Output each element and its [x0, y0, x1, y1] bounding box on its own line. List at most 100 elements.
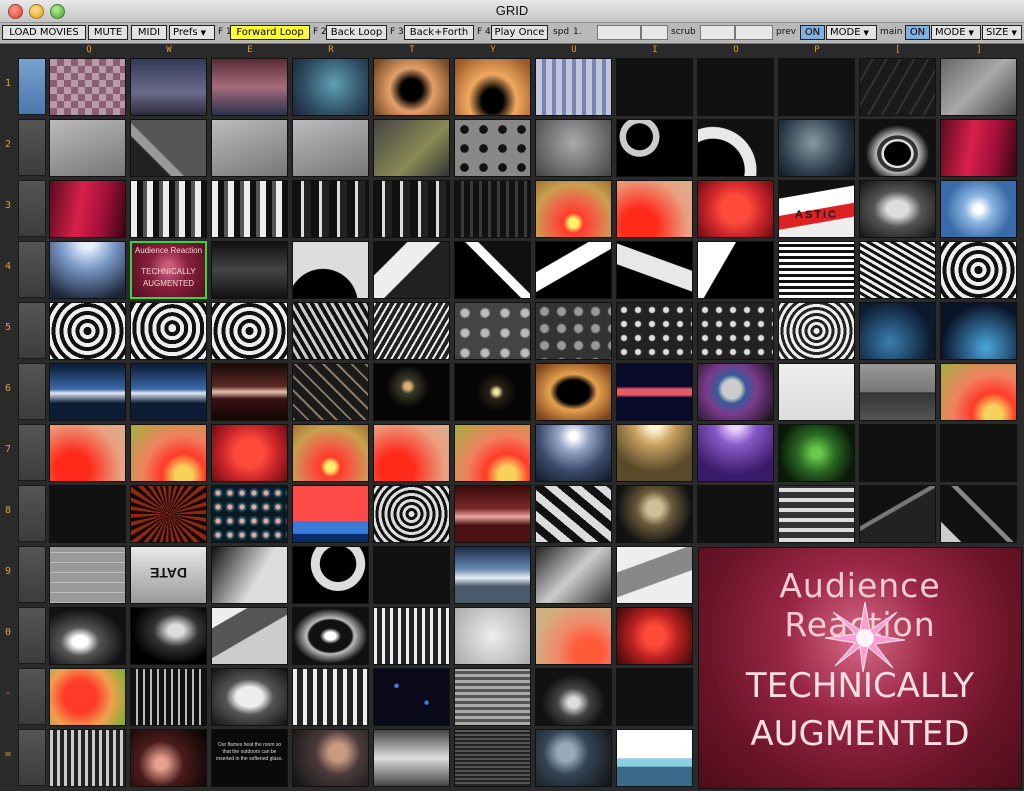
movie-thumbnail[interactable]	[535, 302, 612, 360]
movie-thumbnail[interactable]	[697, 485, 774, 543]
movie-thumbnail[interactable]	[130, 424, 207, 482]
movie-thumbnail[interactable]	[859, 241, 936, 299]
movie-thumbnail[interactable]	[211, 302, 288, 360]
row-select-button[interactable]	[18, 424, 46, 481]
movie-thumbnail[interactable]	[211, 58, 288, 116]
movie-thumbnail[interactable]	[211, 546, 288, 604]
row-select-button[interactable]	[18, 607, 46, 664]
movie-thumbnail[interactable]	[535, 424, 612, 482]
back-loop-button[interactable]: Back Loop	[326, 25, 387, 40]
movie-thumbnail[interactable]	[211, 607, 288, 665]
movie-thumbnail[interactable]	[373, 302, 450, 360]
movie-thumbnail[interactable]	[49, 607, 126, 665]
movie-thumbnail[interactable]	[454, 363, 531, 421]
movie-thumbnail[interactable]	[616, 729, 693, 787]
movie-thumbnail[interactable]	[49, 668, 126, 726]
movie-thumbnail[interactable]: Audience Reaction TECHNICALLY AUGMENTED	[130, 241, 207, 299]
mute-button[interactable]: MUTE	[88, 25, 128, 40]
movie-thumbnail[interactable]	[211, 180, 288, 238]
movie-thumbnail[interactable]	[373, 485, 450, 543]
movie-thumbnail[interactable]	[211, 485, 288, 543]
movie-thumbnail[interactable]	[130, 302, 207, 360]
movie-thumbnail[interactable]	[373, 607, 450, 665]
movie-thumbnail[interactable]	[535, 180, 612, 238]
play-once-button[interactable]: Play Once	[491, 25, 548, 40]
movie-thumbnail[interactable]	[778, 119, 855, 177]
movie-thumbnail[interactable]	[616, 302, 693, 360]
movie-thumbnail[interactable]	[292, 302, 369, 360]
movie-thumbnail[interactable]	[616, 424, 693, 482]
movie-thumbnail[interactable]	[940, 302, 1017, 360]
movie-thumbnail[interactable]	[211, 241, 288, 299]
movie-thumbnail[interactable]	[49, 729, 126, 787]
movie-thumbnail[interactable]	[292, 546, 369, 604]
main-mode-dropdown[interactable]: MODE ▼	[931, 25, 981, 40]
movie-thumbnail[interactable]: DATE	[130, 546, 207, 604]
movie-thumbnail[interactable]	[130, 119, 207, 177]
movie-thumbnail[interactable]	[292, 241, 369, 299]
movie-thumbnail[interactable]	[454, 607, 531, 665]
movie-thumbnail[interactable]	[778, 424, 855, 482]
movie-thumbnail[interactable]	[859, 424, 936, 482]
movie-thumbnail[interactable]	[130, 729, 207, 787]
row-select-button[interactable]	[18, 302, 46, 359]
movie-thumbnail[interactable]	[859, 363, 936, 421]
midi-button[interactable]: MIDI	[131, 25, 167, 40]
movie-thumbnail[interactable]	[292, 424, 369, 482]
movie-thumbnail[interactable]	[616, 119, 693, 177]
movie-thumbnail[interactable]	[697, 241, 774, 299]
movie-thumbnail[interactable]	[940, 363, 1017, 421]
movie-thumbnail[interactable]	[49, 180, 126, 238]
movie-thumbnail[interactable]	[49, 485, 126, 543]
movie-thumbnail[interactable]	[697, 119, 774, 177]
movie-thumbnail[interactable]	[454, 119, 531, 177]
size-dropdown[interactable]: SIZE ▼	[982, 25, 1022, 40]
movie-thumbnail[interactable]	[454, 485, 531, 543]
movie-thumbnail[interactable]	[616, 607, 693, 665]
back-forth-button[interactable]: Back+Forth	[404, 25, 474, 40]
movie-thumbnail[interactable]	[130, 607, 207, 665]
movie-thumbnail[interactable]	[940, 119, 1017, 177]
scrub-field-start[interactable]	[597, 25, 641, 40]
movie-thumbnail[interactable]	[454, 302, 531, 360]
movie-thumbnail[interactable]	[292, 485, 369, 543]
movie-thumbnail[interactable]	[130, 180, 207, 238]
movie-thumbnail[interactable]	[49, 58, 126, 116]
row-select-button[interactable]	[18, 363, 46, 420]
movie-thumbnail[interactable]	[49, 119, 126, 177]
movie-thumbnail[interactable]	[292, 607, 369, 665]
movie-thumbnail[interactable]	[859, 485, 936, 543]
row-select-button[interactable]	[18, 546, 46, 603]
movie-thumbnail[interactable]	[616, 668, 693, 726]
movie-thumbnail[interactable]	[535, 546, 612, 604]
scrub-slider-start[interactable]	[700, 25, 735, 40]
row-select-button[interactable]	[18, 241, 46, 298]
movie-thumbnail[interactable]	[616, 485, 693, 543]
movie-thumbnail[interactable]	[454, 668, 531, 726]
movie-thumbnail[interactable]	[211, 424, 288, 482]
movie-thumbnail[interactable]	[373, 546, 450, 604]
movie-thumbnail[interactable]	[373, 180, 450, 238]
movie-thumbnail[interactable]	[778, 241, 855, 299]
movie-thumbnail[interactable]	[211, 363, 288, 421]
scrub-field-end[interactable]	[641, 25, 668, 40]
movie-thumbnail[interactable]	[373, 729, 450, 787]
movie-thumbnail[interactable]	[130, 668, 207, 726]
movie-thumbnail[interactable]	[454, 58, 531, 116]
movie-thumbnail[interactable]	[373, 58, 450, 116]
movie-thumbnail[interactable]	[535, 363, 612, 421]
movie-thumbnail[interactable]	[535, 607, 612, 665]
movie-thumbnail[interactable]: ASTIC	[778, 180, 855, 238]
movie-thumbnail[interactable]	[778, 363, 855, 421]
movie-thumbnail[interactable]	[535, 729, 612, 787]
movie-thumbnail[interactable]	[373, 241, 450, 299]
movie-thumbnail[interactable]	[49, 302, 126, 360]
movie-thumbnail[interactable]	[535, 668, 612, 726]
row-select-button[interactable]	[18, 729, 46, 786]
movie-thumbnail[interactable]	[616, 58, 693, 116]
movie-thumbnail[interactable]	[211, 668, 288, 726]
row-select-button[interactable]	[18, 180, 46, 237]
movie-thumbnail[interactable]	[454, 546, 531, 604]
main-on-toggle[interactable]: ON	[905, 25, 930, 40]
movie-thumbnail[interactable]	[859, 180, 936, 238]
